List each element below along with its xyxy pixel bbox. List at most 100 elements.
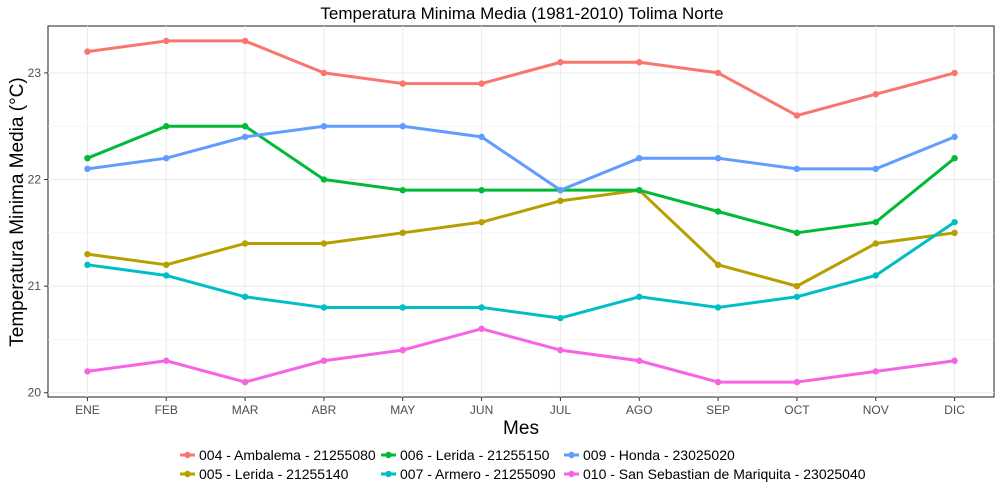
series-line bbox=[85, 188, 957, 288]
x-tick-label: JUL bbox=[550, 403, 572, 417]
series-line bbox=[85, 124, 957, 192]
data-point bbox=[478, 80, 485, 87]
data-point bbox=[872, 165, 879, 173]
series-line bbox=[85, 39, 957, 118]
series-line bbox=[85, 220, 957, 320]
data-point bbox=[320, 123, 328, 130]
y-tick-label: 20 bbox=[28, 386, 42, 400]
legend-label: 004 - Ambalema - 21255080 bbox=[199, 447, 376, 463]
data-point bbox=[84, 165, 91, 173]
data-point bbox=[557, 197, 564, 205]
legend-label: 005 - Lerida - 21255140 bbox=[199, 466, 349, 482]
x-tick-label: FEB bbox=[155, 403, 178, 417]
data-point bbox=[951, 357, 958, 364]
series-line bbox=[85, 327, 957, 384]
legend-key-point bbox=[568, 470, 575, 478]
data-point bbox=[951, 229, 958, 237]
data-point bbox=[872, 218, 879, 226]
data-point bbox=[793, 282, 801, 290]
data-point bbox=[636, 59, 643, 66]
legend-key-point bbox=[385, 470, 392, 478]
x-tick-label: ENE bbox=[75, 403, 100, 417]
data-point bbox=[557, 346, 564, 354]
legend-label: 010 - San Sebastian de Mariquita - 23025… bbox=[583, 466, 866, 482]
x-tick-label: SEP bbox=[706, 403, 730, 417]
y-tick-label: 22 bbox=[28, 173, 42, 187]
data-point bbox=[163, 272, 170, 279]
data-point bbox=[163, 357, 170, 364]
data-point bbox=[399, 346, 406, 354]
data-point bbox=[399, 186, 406, 194]
x-tick-label: DIC bbox=[944, 403, 965, 417]
data-point bbox=[872, 91, 879, 98]
legend-key-point bbox=[385, 451, 392, 459]
data-point bbox=[163, 261, 170, 269]
legend-key-point bbox=[184, 470, 191, 478]
data-point bbox=[951, 69, 958, 77]
data-point bbox=[793, 165, 801, 173]
y-axis: 20 21 22 23 bbox=[28, 66, 48, 400]
chart-title: Temperatura Minima Media (1981-2010) Tol… bbox=[320, 4, 723, 23]
legend-key-point bbox=[184, 451, 191, 459]
series-5 bbox=[84, 123, 958, 194]
data-point bbox=[399, 229, 406, 237]
data-point bbox=[557, 186, 564, 194]
data-point bbox=[714, 69, 722, 77]
legend-item: 005 - Lerida - 21255140 bbox=[180, 466, 349, 482]
data-point bbox=[84, 154, 91, 162]
data-point bbox=[320, 69, 328, 77]
data-point bbox=[241, 37, 249, 45]
data-point bbox=[793, 112, 801, 119]
data-point bbox=[478, 325, 485, 332]
data-point bbox=[478, 304, 485, 311]
data-point bbox=[557, 59, 564, 66]
legend: 004 - Ambalema - 21255080 005 - Lerida - … bbox=[180, 447, 866, 482]
data-point bbox=[951, 133, 958, 141]
data-point bbox=[478, 133, 485, 141]
legend-item: 004 - Ambalema - 21255080 bbox=[180, 447, 376, 463]
data-point bbox=[872, 272, 879, 279]
grid-lines bbox=[48, 26, 994, 397]
data-point bbox=[241, 378, 249, 386]
x-tick-label: JUN bbox=[470, 403, 493, 417]
data-point bbox=[872, 240, 879, 247]
data-point bbox=[320, 304, 328, 311]
x-tick-label: NOV bbox=[863, 403, 889, 417]
data-point bbox=[714, 261, 722, 269]
y-tick-label: 23 bbox=[28, 66, 42, 80]
series-1 bbox=[84, 37, 958, 119]
x-tick-label: MAR bbox=[232, 403, 259, 417]
data-point bbox=[399, 123, 406, 130]
legend-item: 010 - San Sebastian de Mariquita - 23025… bbox=[564, 466, 866, 482]
legend-key-point bbox=[568, 451, 575, 459]
data-point bbox=[714, 208, 722, 215]
data-point bbox=[478, 218, 485, 226]
data-point bbox=[241, 123, 249, 130]
data-point bbox=[84, 261, 91, 269]
data-point bbox=[399, 80, 406, 87]
series-6 bbox=[84, 325, 958, 386]
x-tick-label: MAY bbox=[390, 403, 415, 417]
legend-label: 007 - Armero - 21255090 bbox=[400, 466, 556, 482]
x-axis: ENE FEB MAR ABR MAY JUN JUL AGO SEP OCT NOV DIC bbox=[75, 397, 965, 417]
data-point bbox=[793, 293, 801, 300]
data-point bbox=[636, 293, 643, 300]
series-line bbox=[85, 124, 957, 235]
data-point bbox=[84, 368, 91, 375]
data-point bbox=[241, 293, 249, 300]
y-axis-label: Temperatura Minima Media (°C) bbox=[7, 77, 28, 346]
data-point bbox=[951, 218, 958, 226]
series-4 bbox=[84, 218, 958, 322]
data-point bbox=[163, 123, 170, 130]
x-axis-label: Mes bbox=[503, 418, 539, 439]
data-point bbox=[872, 368, 879, 375]
legend-item: 009 - Honda - 23025020 bbox=[564, 447, 735, 463]
data-point bbox=[241, 240, 249, 247]
series-layer bbox=[84, 37, 958, 386]
data-point bbox=[714, 378, 722, 386]
legend-item: 006 - Lerida - 21255150 bbox=[381, 447, 550, 463]
data-point bbox=[714, 304, 722, 311]
data-point bbox=[84, 48, 91, 55]
data-point bbox=[636, 186, 643, 194]
